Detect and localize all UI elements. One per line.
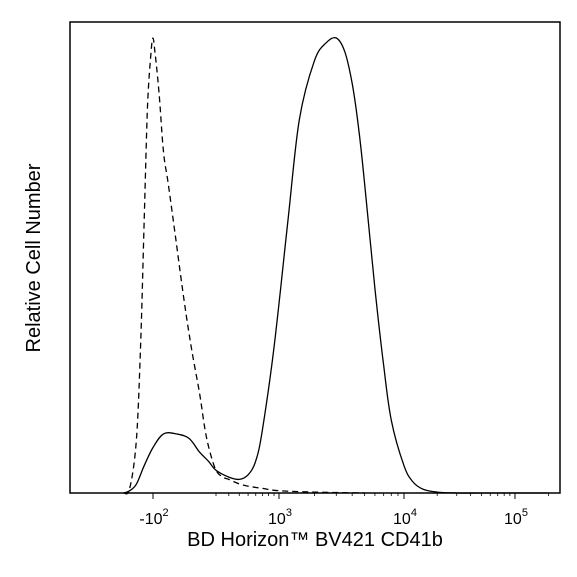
x-tick-label: 105 [504, 507, 528, 528]
x-tick-base: 10 [504, 511, 522, 528]
x-tick-label: 103 [268, 507, 292, 528]
x-tick-base: 10 [268, 511, 286, 528]
x-tick-exponent: 4 [411, 507, 417, 519]
x-tick-exponent: 5 [522, 507, 528, 519]
x-tick-label: -102 [139, 507, 168, 528]
y-axis-label: Relative Cell Number [23, 163, 45, 352]
x-tick-exponent: 2 [163, 507, 169, 519]
isotype-control-histogram-line [123, 37, 365, 495]
x-tick-label: 104 [393, 507, 417, 528]
x-axis-ticks: -102 103 104 105 [139, 493, 550, 528]
plot-frame [69, 21, 561, 494]
stained-sample-histogram-line [123, 36, 549, 494]
x-axis-label: BD Horizon™ BV421 CD41b [187, 529, 443, 551]
series-lines [123, 36, 549, 495]
x-tick-exponent: 3 [286, 507, 292, 519]
x-tick-base: 10 [393, 511, 411, 528]
x-tick-base: -10 [139, 511, 162, 528]
